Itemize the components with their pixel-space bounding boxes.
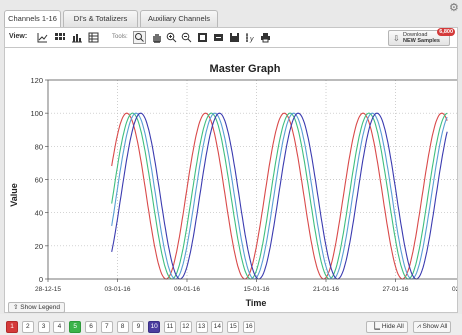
grid-icon[interactable]	[54, 32, 65, 43]
chart-title: Master Graph	[210, 63, 281, 75]
view-label: View:	[9, 33, 28, 40]
line-chart-icon[interactable]	[37, 32, 48, 43]
x-tick-label: 09-01-16	[174, 286, 200, 293]
x-axis-label: Time	[246, 298, 267, 308]
download-icon: ⇩	[393, 34, 400, 43]
y-tick-label: 20	[35, 242, 43, 251]
zoom-out-icon[interactable]	[181, 32, 192, 43]
tab-dis-totalizers[interactable]: DI's & Totalizers	[63, 10, 138, 27]
chart-panel: Master Graph Time Value 0 20 40 60 80 100 120 2…	[4, 47, 462, 313]
hide-all-button[interactable]: ▕▁ Hide All	[366, 321, 408, 333]
tab-channels-1-16[interactable]: Channels 1-16	[4, 10, 61, 28]
new-samples-badge: 6,800	[437, 28, 455, 36]
download-new-samples-button[interactable]: ⇩ Download NEW Samples 6,800	[388, 28, 455, 46]
axis-settings-icon[interactable]: y	[245, 32, 256, 43]
new-samples-label: NEW Samples	[403, 38, 440, 44]
tab-bar: Channels 1-16 DI's & Totalizers Auxiliar…	[0, 0, 462, 28]
download-label: Download	[403, 32, 428, 38]
print-icon[interactable]	[260, 32, 271, 43]
save-icon[interactable]	[229, 32, 240, 43]
channel-button-10[interactable]: 10	[148, 321, 161, 333]
y-tick-label: 60	[35, 176, 43, 185]
series-line-3	[111, 112, 448, 280]
x-tick-label: 15-01-16	[243, 286, 269, 293]
channel-bar: 1 2 3 4 5 6 7 8 9 10 11 12 13 14 15 16 ▕▁ Hide All ⩘ Sh…	[0, 314, 462, 335]
fit-all-icon[interactable]	[197, 32, 208, 43]
gear-icon[interactable]: ⚙	[449, 2, 459, 14]
channel-button-11[interactable]: 11	[164, 321, 176, 333]
x-tick-label: 21-01-16	[313, 286, 339, 293]
y-tick-label: 120	[30, 76, 43, 85]
y-tick-label: 100	[30, 109, 43, 118]
zoom-in-icon[interactable]	[166, 32, 177, 43]
fit-window-icon[interactable]	[213, 32, 224, 43]
channel-button-8[interactable]: 8	[116, 321, 129, 333]
channel-button-13[interactable]: 13	[195, 321, 208, 333]
channel-button-15[interactable]: 15	[227, 321, 240, 333]
x-tick-label: 27-01-16	[382, 286, 408, 293]
svg-text:y: y	[249, 36, 254, 43]
zoom-box-icon[interactable]	[133, 31, 146, 44]
channel-button-7[interactable]: 7	[100, 321, 113, 333]
channel-button-1[interactable]: 1	[6, 321, 18, 333]
series-line-4	[111, 112, 448, 280]
x-tick-label: 28-12-15	[35, 286, 61, 293]
tools-label: Tools:	[112, 34, 128, 40]
chart-svg[interactable]: Master Graph Time Value 0 20 40 60 80 100 120 2…	[5, 48, 462, 312]
y-tick-label: 40	[35, 209, 43, 218]
hide-all-label: Hide All	[381, 323, 404, 330]
pan-hand-icon[interactable]	[151, 32, 162, 43]
tab-auxiliary-channels[interactable]: Auxiliary Channels	[140, 10, 218, 27]
series-line-2	[111, 112, 448, 280]
series-line-1	[111, 112, 448, 280]
show-legend-button[interactable]: ⇧ Show Legend	[8, 302, 66, 313]
x-tick-label: 03-01-16	[104, 286, 130, 293]
channel-button-12[interactable]: 12	[179, 321, 192, 333]
channel-button-3[interactable]: 3	[37, 321, 50, 333]
show-all-button[interactable]: ⩘ Show All	[413, 321, 452, 333]
channel-button-4[interactable]: 4	[53, 321, 66, 333]
show-legend-label: Show Legend	[20, 304, 61, 311]
graph-toolbar: View: Tools: y ⇩ Download N	[4, 27, 458, 47]
y-tick-label: 80	[35, 142, 43, 151]
x-tick-label: 02-02-16	[452, 286, 457, 293]
channel-button-14[interactable]: 14	[211, 321, 224, 333]
table-icon[interactable]	[88, 32, 99, 43]
channel-button-5[interactable]: 5	[69, 321, 82, 333]
channel-button-9[interactable]: 9	[132, 321, 145, 333]
y-tick-label: 0	[39, 275, 43, 284]
channel-button-2[interactable]: 2	[21, 321, 34, 333]
master-graph[interactable]: Master Graph Time Value 0 20 40 60 80 100 120 2…	[5, 48, 462, 312]
channel-button-16[interactable]: 16	[243, 321, 255, 333]
y-axis-label: Value	[9, 183, 19, 207]
bar-chart-icon[interactable]	[71, 32, 82, 43]
show-all-label: Show All	[422, 323, 448, 330]
channel-button-6[interactable]: 6	[85, 321, 97, 333]
